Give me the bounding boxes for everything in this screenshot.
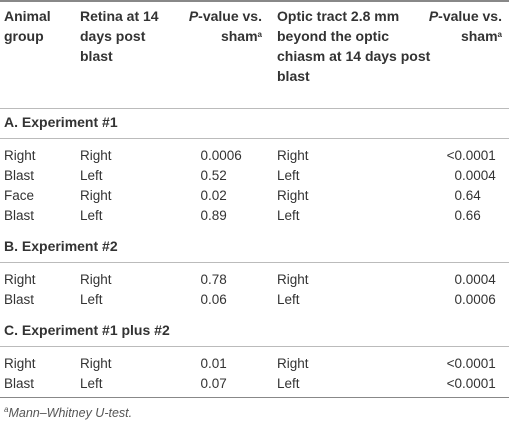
table-cell: Right	[80, 148, 112, 163]
table-cell: 0.78	[200, 272, 227, 287]
table-cell: Right	[277, 188, 309, 203]
table-cell: 0.89	[200, 208, 227, 223]
header-text: Retina at 14 days post blast	[80, 8, 159, 64]
section-rule	[0, 346, 509, 347]
table-cell: 0.0006	[454, 292, 496, 307]
table-cell: 0.06	[200, 292, 227, 307]
table-cell: Left	[80, 208, 103, 223]
header-text: Animal group	[4, 8, 51, 44]
table-cell: Right	[4, 356, 36, 371]
table-cell: Right	[277, 148, 309, 163]
table-cell: 0.64	[454, 188, 481, 203]
table-cell: 0.66	[454, 208, 481, 223]
table-cell: Right	[277, 272, 309, 287]
top-rule	[0, 0, 509, 2]
table-cell: Right	[4, 148, 36, 163]
table-cell: Blast	[4, 292, 35, 307]
table-cell: Right	[80, 188, 112, 203]
table-cell: Right	[80, 356, 112, 371]
table-cell: 0.02	[200, 188, 227, 203]
table-cell: Left	[80, 168, 103, 183]
table-cell: 0.0004	[454, 272, 496, 287]
section-rule	[0, 138, 509, 139]
section-rule	[0, 262, 509, 263]
header-cell: Optic tract 2.8 mm beyond the optic chia…	[277, 6, 437, 86]
table-cell: Left	[277, 168, 300, 183]
footnote-mark: a	[4, 405, 9, 414]
header-text: Optic tract 2.8 mm beyond the optic chia…	[277, 8, 431, 84]
header-italic: P	[428, 8, 439, 24]
header-text: -value vs. sham	[438, 8, 502, 44]
table-cell: Blast	[4, 168, 35, 183]
table-cell: 0.52	[200, 168, 227, 183]
header-cell: P-value vs. shama	[400, 6, 502, 46]
table-cell: <0.0001	[446, 356, 496, 371]
header-cell: Retina at 14 days post blast	[80, 6, 160, 66]
table-cell: Blast	[4, 208, 35, 223]
table-cell: Blast	[4, 376, 35, 391]
section-title: A. Experiment #1	[4, 114, 118, 130]
table-cell: 0.0006	[200, 148, 242, 163]
header-italic: P	[188, 8, 199, 24]
footnote: aMann–Whitney U-test.	[4, 405, 133, 420]
table-cell: <0.0001	[446, 376, 496, 391]
table-cell: Right	[80, 272, 112, 287]
table-cell: Left	[80, 376, 103, 391]
bottom-rule	[0, 397, 509, 398]
header-cell: P-value vs. shama	[160, 6, 262, 46]
header-rule	[0, 108, 509, 109]
header-text: -value vs. sham	[198, 8, 262, 44]
table-cell: 0.07	[200, 376, 227, 391]
section-title: C. Experiment #1 plus #2	[4, 322, 170, 338]
header-sup: a	[257, 30, 262, 39]
table-cell: Left	[80, 292, 103, 307]
table-cell: 0.01	[200, 356, 227, 371]
table-cell: Right	[4, 272, 36, 287]
header-cell: Animal group	[4, 6, 76, 46]
table-cell: <0.0001	[446, 148, 496, 163]
table-cell: Face	[4, 188, 35, 203]
footnote-text: Mann–Whitney U-test.	[8, 406, 133, 420]
table-cell: 0.0004	[454, 168, 496, 183]
table-cell: Left	[277, 208, 300, 223]
table-cell: Left	[277, 376, 300, 391]
section-title: B. Experiment #2	[4, 238, 118, 254]
header-sup: a	[497, 30, 502, 39]
table-cell: Left	[277, 292, 300, 307]
table-cell: Right	[277, 356, 309, 371]
